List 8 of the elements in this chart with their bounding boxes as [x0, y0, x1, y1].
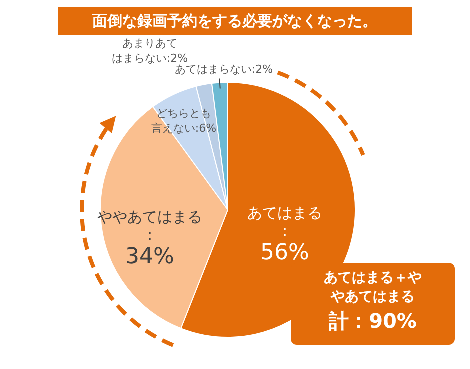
chart-title: 面倒な録画予約をする必要がなくなった。 — [58, 7, 412, 35]
slice-label: あてはまる — [248, 204, 322, 222]
text: 計：90% — [328, 308, 418, 335]
slice-label: あまりあてはまらない:2% — [112, 36, 188, 65]
text: あてはまる＋ややあてはまる — [323, 269, 423, 307]
data-label: :34% — [126, 226, 174, 270]
slice-label: あてはまらない:2% — [174, 62, 274, 76]
data-label: :56% — [260, 222, 310, 266]
